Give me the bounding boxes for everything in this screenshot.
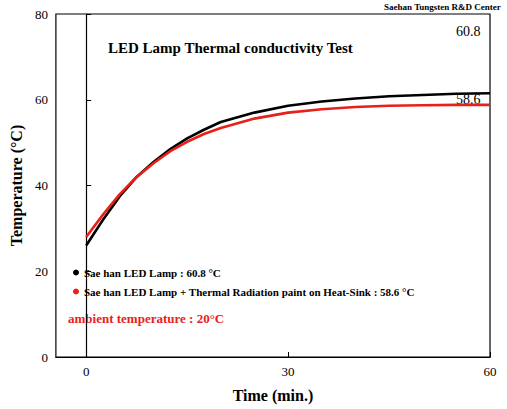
svg-text:40: 40	[35, 178, 48, 193]
svg-text:ambient temperature : 20°C: ambient temperature : 20°C	[68, 311, 224, 326]
svg-text:80: 80	[35, 7, 48, 22]
svg-text:Sae han LED Lamp : 60.8 °C: Sae han LED Lamp : 60.8 °C	[84, 267, 221, 279]
svg-text:LED Lamp Thermal conductivity: LED Lamp Thermal conductivity Test	[108, 40, 353, 56]
svg-text:Sae han LED Lamp + Thermal Rad: Sae han LED Lamp + Thermal Radiation pai…	[84, 286, 414, 298]
svg-text:0: 0	[83, 364, 90, 379]
svg-text:20: 20	[35, 264, 48, 279]
svg-text:30: 30	[282, 364, 295, 379]
svg-text:60.8: 60.8	[456, 24, 481, 39]
svg-text:60: 60	[35, 92, 48, 107]
svg-text:Time (min.): Time (min.)	[233, 387, 314, 405]
svg-text:Temperature (°C): Temperature (°C)	[8, 125, 26, 246]
svg-text:0: 0	[41, 350, 48, 365]
svg-text:60: 60	[484, 364, 497, 379]
svg-text:Saehan Tungsten R&D Center: Saehan Tungsten R&D Center	[384, 2, 501, 12]
